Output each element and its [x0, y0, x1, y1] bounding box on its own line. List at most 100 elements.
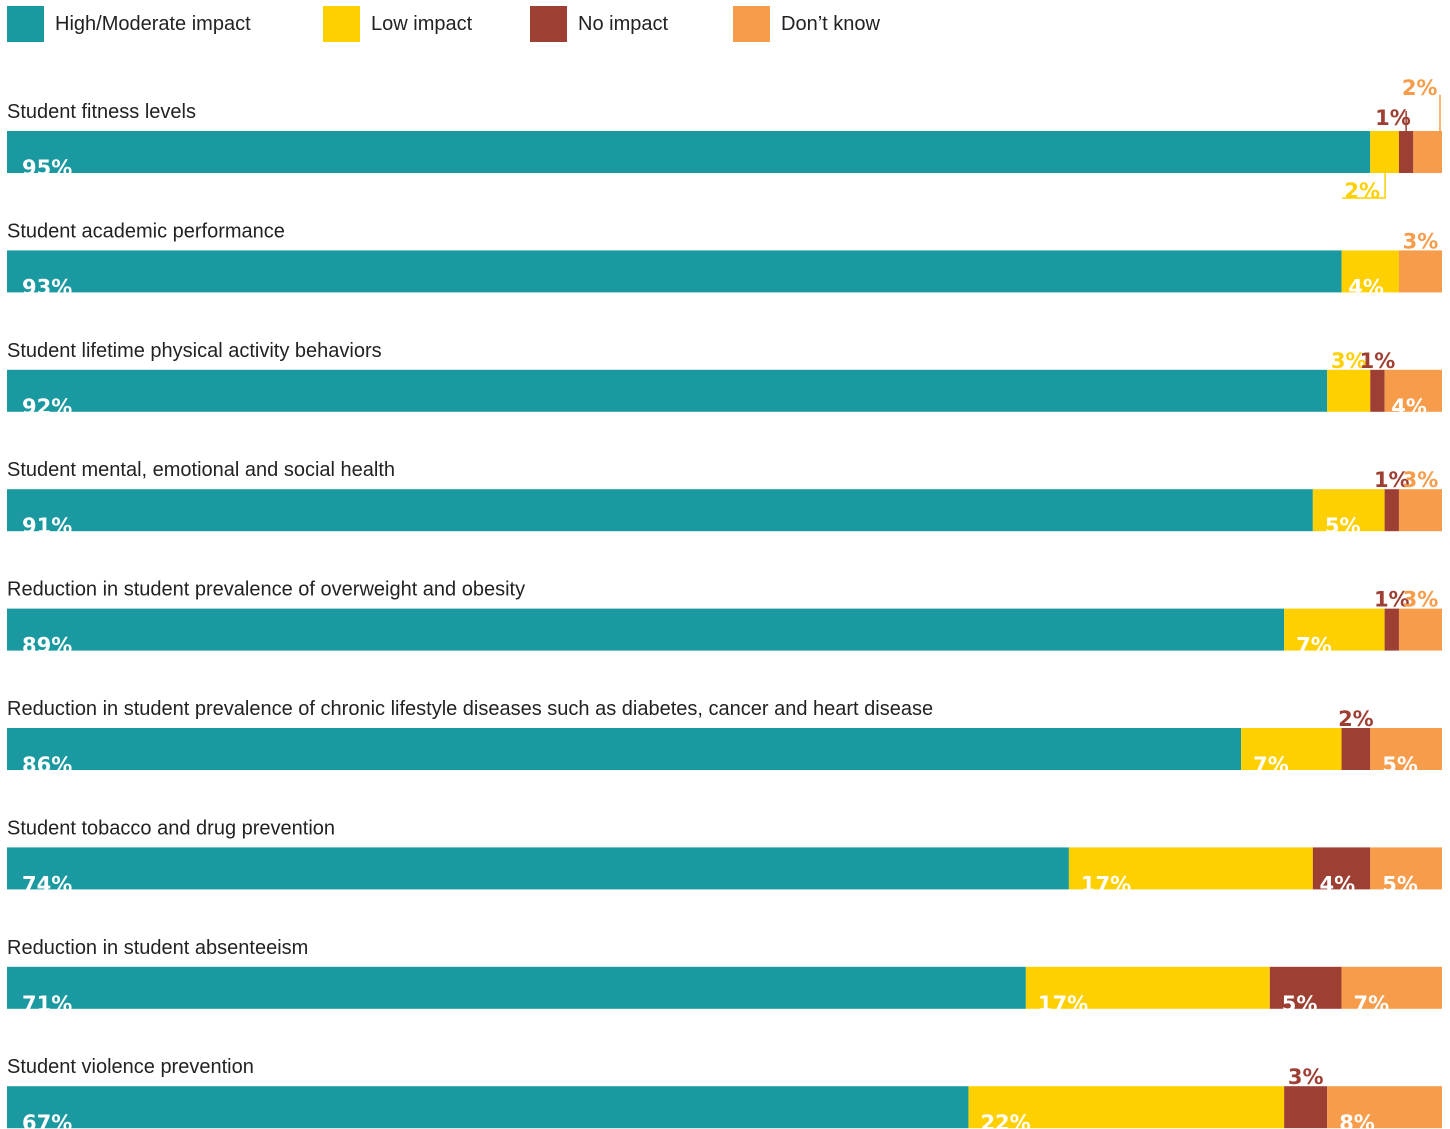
bar-segment-low — [1068, 847, 1313, 890]
data-label-none: 3% — [1288, 1065, 1324, 1089]
bar-segment-high-moderate — [7, 489, 1313, 532]
legend-item-low: Low impact — [323, 6, 472, 42]
data-label-high-moderate: 74% — [22, 872, 72, 896]
bar-segment-dont-know — [1370, 728, 1442, 770]
data-label-low: 7% — [1253, 753, 1289, 777]
legend-label-none: No impact — [578, 12, 669, 35]
legend-label-high-moderate: High/Moderate impact — [55, 12, 251, 35]
data-label-low: 22% — [980, 1111, 1030, 1129]
bar-row: Student academic performance 93% 4% 3% — [7, 220, 1442, 299]
legend-label-low: Low impact — [371, 12, 473, 35]
bar-segment-dont-know — [1398, 250, 1442, 293]
bar-row: Student tobacco and drug prevention 74% 17… — [7, 817, 1442, 896]
bar-segment-none — [1384, 608, 1399, 651]
data-label-low: 3% — [1331, 349, 1367, 373]
legend-swatch-high-moderate — [7, 6, 44, 42]
bar-segment-none — [1312, 847, 1371, 890]
bar-segment-high-moderate — [7, 728, 1242, 770]
data-label-high-moderate: 92% — [22, 395, 72, 419]
callout-line — [1342, 173, 1386, 199]
bar-segment-high-moderate — [7, 966, 1026, 1009]
bar-segment-none — [1370, 369, 1385, 412]
bar-segment-low — [1312, 489, 1385, 532]
bar-segment-dont-know — [1398, 489, 1442, 532]
data-label-none: 1% — [1360, 349, 1396, 373]
bar-row: Reduction in student absenteeism 71% 17% 5%… — [7, 937, 1442, 1016]
bar-segment-none — [1398, 131, 1414, 173]
row-label: Student mental, emotional and social hea… — [7, 459, 395, 481]
data-label-high-moderate: 89% — [22, 634, 72, 658]
data-label-none: 4% — [1320, 872, 1356, 896]
bar-segment-dont-know — [1413, 131, 1442, 173]
bar-row: Reduction in student prevalence of chron… — [7, 698, 1442, 777]
bar-segment-high-moderate — [7, 608, 1285, 651]
data-label-high-moderate: 86% — [22, 753, 72, 777]
data-label-none: 2% — [1338, 707, 1374, 731]
legend: High/Moderate impact Low impact No impac… — [7, 6, 1007, 42]
legend-label-dont-know: Don’t know — [781, 12, 880, 35]
data-label-dont-know: 3% — [1403, 229, 1439, 253]
bar-segment-low — [1370, 131, 1399, 173]
bar-segment-dont-know — [1384, 369, 1442, 412]
bar-row: Reduction in student prevalence of overw… — [7, 579, 1442, 658]
row-label: Student lifetime physical activity behav… — [7, 340, 382, 362]
bar-segment-dont-know — [1341, 966, 1442, 1009]
bar-segment-high-moderate — [7, 131, 1371, 173]
data-label-low: 17% — [1081, 872, 1131, 896]
bar-segment-none — [1341, 728, 1371, 770]
data-label-high-moderate: 67% — [22, 1111, 72, 1129]
data-label-low: 7% — [1296, 634, 1332, 658]
bar-segment-low — [1284, 608, 1385, 651]
data-label-none: 1% — [1374, 588, 1410, 612]
data-label-none: 5% — [1282, 992, 1318, 1016]
bar-segment-none — [1284, 1086, 1328, 1129]
legend-swatch-none — [530, 6, 567, 42]
row-label: Student academic performance — [7, 220, 285, 242]
data-label-dont-know: 5% — [1382, 872, 1418, 896]
data-label-dont-know: 4% — [1391, 395, 1427, 419]
legend-item-dont-know: Don’t know — [733, 6, 880, 42]
data-label-dont-know: 7% — [1354, 992, 1390, 1016]
data-label-none: 1% — [1375, 106, 1411, 130]
bar-row: Student violence prevention 67% 22% 3% 8% — [7, 1056, 1442, 1129]
data-label-high-moderate: 93% — [22, 275, 72, 299]
data-label-low: 5% — [1325, 514, 1361, 538]
bar-segment-dont-know — [1370, 847, 1442, 890]
bar-segment-none — [1269, 966, 1342, 1009]
bar-row: Student mental, emotional and social hea… — [7, 459, 1442, 538]
bar-row: Student lifetime physical activity behav… — [7, 340, 1442, 419]
row-label: Student tobacco and drug prevention — [7, 817, 335, 839]
bar-segment-high-moderate — [7, 369, 1328, 412]
data-label-low: 17% — [1038, 992, 1088, 1016]
bar-segment-low — [1341, 250, 1399, 293]
data-label-none: 1% — [1374, 468, 1410, 492]
legend-swatch-low — [323, 6, 360, 42]
row-label: Student violence prevention — [7, 1056, 254, 1078]
bar-row: Student fitness levels 95% 2% 1% 2% — [7, 76, 1442, 203]
bar-segment-low — [1327, 369, 1371, 412]
legend-swatch-dont-know — [733, 6, 770, 42]
bar-segment-dont-know — [1327, 1086, 1442, 1129]
row-label: Reduction in student prevalence of overw… — [7, 579, 525, 601]
data-label-dont-know: 3% — [1403, 588, 1439, 612]
bar-segment-low — [1025, 966, 1270, 1009]
bar-segment-low — [1241, 728, 1342, 770]
bar-segment-high-moderate — [7, 1086, 969, 1129]
data-label-dont-know: 5% — [1382, 753, 1418, 777]
legend-item-none: No impact — [530, 6, 668, 42]
data-label-dont-know: 2% — [1402, 76, 1438, 100]
data-label-high-moderate: 95% — [22, 156, 72, 180]
data-label-high-moderate: 91% — [22, 514, 72, 538]
legend-item-high-moderate: High/Moderate impact — [7, 6, 251, 42]
data-label-low: 4% — [1348, 275, 1384, 299]
bar-segment-low — [968, 1086, 1285, 1129]
data-label-dont-know: 3% — [1403, 468, 1439, 492]
data-label-high-moderate: 71% — [22, 992, 72, 1016]
bar-segment-high-moderate — [7, 250, 1342, 293]
data-label-low: 2% — [1344, 179, 1380, 203]
bar-segment-high-moderate — [7, 847, 1069, 890]
data-label-dont-know: 8% — [1339, 1111, 1375, 1129]
row-label: Student fitness levels — [7, 101, 196, 123]
row-label: Reduction in student prevalence of chron… — [7, 698, 933, 720]
